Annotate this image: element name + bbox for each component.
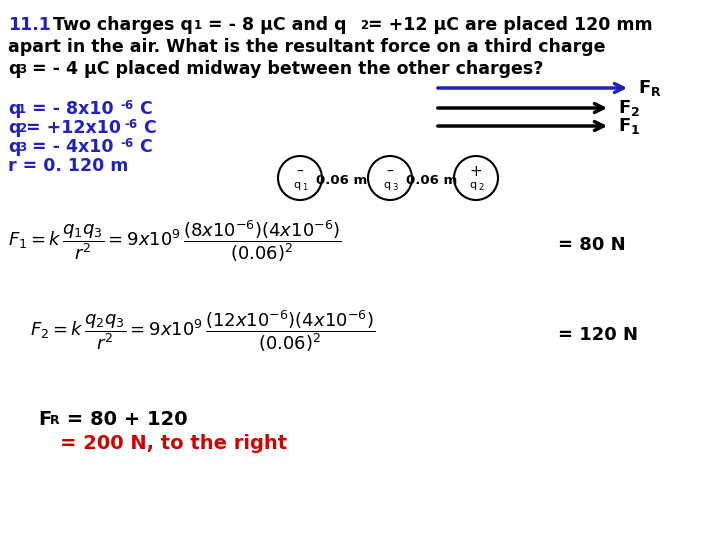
Text: 2: 2 xyxy=(360,19,368,32)
Text: R: R xyxy=(651,85,661,98)
Text: = 80 N: = 80 N xyxy=(558,236,626,254)
Text: $F_2 = k\,\dfrac{q_2 q_3}{r^2} = 9x10^9\,\dfrac{(12x10^{-6})(4x10^{-6})}{(0.06)^: $F_2 = k\,\dfrac{q_2 q_3}{r^2} = 9x10^9\… xyxy=(30,308,375,354)
Text: apart in the air. What is the resultant force on a third charge: apart in the air. What is the resultant … xyxy=(8,38,606,56)
Text: -6: -6 xyxy=(124,118,137,131)
Text: F: F xyxy=(618,117,630,135)
Text: 3: 3 xyxy=(392,184,397,192)
Text: 3: 3 xyxy=(18,141,26,154)
Text: 1: 1 xyxy=(18,103,26,116)
Text: q: q xyxy=(294,180,300,190)
Text: –: – xyxy=(387,165,393,179)
Text: -6: -6 xyxy=(120,99,133,112)
Text: +: + xyxy=(469,165,482,179)
Text: 2: 2 xyxy=(18,122,26,135)
Text: 1: 1 xyxy=(194,19,202,32)
Text: = - 4x10: = - 4x10 xyxy=(26,138,114,156)
Text: 11.1: 11.1 xyxy=(8,16,51,34)
Text: = +12x10: = +12x10 xyxy=(26,119,121,137)
Text: = +12 μC are placed 120 mm: = +12 μC are placed 120 mm xyxy=(368,16,652,34)
Text: 1: 1 xyxy=(631,124,640,137)
Text: = - 4 μC placed midway between the other charges?: = - 4 μC placed midway between the other… xyxy=(26,60,544,78)
Text: q: q xyxy=(8,100,20,118)
Text: 0.06 m: 0.06 m xyxy=(406,173,458,186)
Text: = - 8x10: = - 8x10 xyxy=(26,100,114,118)
Text: –: – xyxy=(297,165,303,179)
Text: q: q xyxy=(8,119,20,137)
Text: C: C xyxy=(134,100,153,118)
Text: = 120 N: = 120 N xyxy=(558,326,638,344)
Text: F: F xyxy=(638,79,650,97)
Text: 0.06 m: 0.06 m xyxy=(316,173,368,186)
Text: 2: 2 xyxy=(478,184,484,192)
Text: F: F xyxy=(618,99,630,117)
Text: C: C xyxy=(138,119,157,137)
Text: 3: 3 xyxy=(18,63,26,76)
Text: F: F xyxy=(38,410,51,429)
Text: q: q xyxy=(8,138,20,156)
Text: q: q xyxy=(469,180,477,190)
Text: $F_1 = k\,\dfrac{q_1 q_3}{r^2} = 9x10^9\,\dfrac{(8x10^{-6})(4x10^{-6})}{(0.06)^2: $F_1 = k\,\dfrac{q_1 q_3}{r^2} = 9x10^9\… xyxy=(8,218,342,264)
Text: = 200 N, to the right: = 200 N, to the right xyxy=(60,434,287,453)
Text: = - 8 μC and q: = - 8 μC and q xyxy=(202,16,346,34)
Text: Two charges q: Two charges q xyxy=(47,16,193,34)
Text: 2: 2 xyxy=(631,105,640,118)
Text: = 80 + 120: = 80 + 120 xyxy=(60,410,188,429)
Text: 1: 1 xyxy=(302,184,307,192)
Text: R: R xyxy=(50,414,60,427)
Text: q: q xyxy=(8,60,20,78)
Text: q: q xyxy=(384,180,390,190)
Text: r = 0. 120 m: r = 0. 120 m xyxy=(8,157,128,175)
Text: C: C xyxy=(134,138,153,156)
Text: -6: -6 xyxy=(120,137,133,150)
